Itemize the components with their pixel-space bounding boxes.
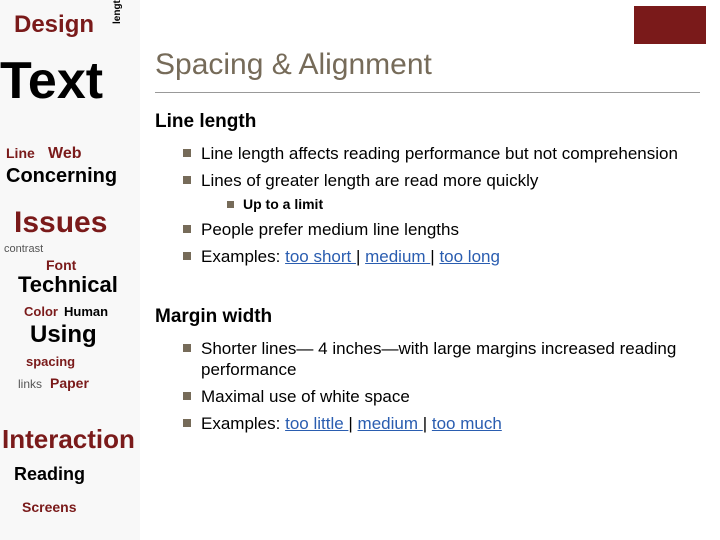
- section-heading-line-length: Line length: [155, 111, 700, 133]
- svg-text:Paper: Paper: [50, 375, 89, 391]
- svg-text:Technical: Technical: [18, 272, 118, 297]
- bullet-list-line-length: Line length affects reading performance …: [183, 143, 700, 268]
- wordcloud-sidebar: Design Text Line Web Concerning Issues contras…: [0, 0, 140, 540]
- svg-text:contrast: contrast: [4, 243, 43, 255]
- sub-bullet-item: Up to a limit: [227, 196, 700, 214]
- separator: |: [348, 414, 357, 433]
- sub-bullet-list: Up to a limit: [227, 196, 700, 214]
- link-too-short[interactable]: too short: [285, 247, 356, 266]
- svg-text:Interaction: Interaction: [2, 424, 135, 454]
- svg-text:Font: Font: [46, 257, 77, 273]
- bullet-item: Examples: too short | medium | too long: [183, 246, 700, 267]
- separator: |: [356, 247, 365, 266]
- bullet-text: Lines of greater length are read more qu…: [201, 171, 538, 190]
- link-too-much[interactable]: too much: [432, 414, 502, 433]
- link-medium[interactable]: medium: [365, 247, 430, 266]
- svg-text:Design: Design: [14, 11, 94, 38]
- bullet-item: Lines of greater length are read more qu…: [183, 170, 700, 213]
- svg-text:Screens: Screens: [22, 499, 77, 515]
- bullet-list-margin-width: Shorter lines— 4 inches—with large margi…: [183, 338, 700, 435]
- bullet-item: People prefer medium line lengths: [183, 219, 700, 240]
- bullet-item: Line length affects reading performance …: [183, 143, 700, 164]
- svg-text:Reading: Reading: [14, 464, 85, 484]
- slide-content: Spacing & Alignment Line length Line len…: [155, 48, 700, 441]
- svg-text:spacing: spacing: [26, 354, 75, 369]
- svg-text:Using: Using: [30, 321, 97, 348]
- examples-prefix: Examples:: [201, 414, 285, 433]
- svg-text:Text: Text: [0, 52, 103, 110]
- accent-box: [634, 6, 706, 44]
- svg-text:Color: Color: [24, 304, 58, 319]
- svg-text:Concerning: Concerning: [6, 165, 117, 187]
- svg-text:Human: Human: [64, 304, 108, 319]
- svg-text:Line: Line: [6, 145, 35, 161]
- slide-title: Spacing & Alignment: [155, 48, 700, 90]
- link-medium[interactable]: medium: [358, 414, 423, 433]
- bullet-item: Examples: too little | medium | too much: [183, 413, 700, 434]
- bullet-item: Shorter lines— 4 inches—with large margi…: [183, 338, 700, 381]
- svg-text:Web: Web: [48, 145, 82, 162]
- link-too-little[interactable]: too little: [285, 414, 348, 433]
- separator: |: [423, 414, 432, 433]
- svg-text:Issues: Issues: [14, 206, 107, 239]
- svg-text:length: length: [112, 0, 123, 24]
- bullet-item: Maximal use of white space: [183, 386, 700, 407]
- title-underline: [155, 92, 700, 93]
- examples-prefix: Examples:: [201, 247, 285, 266]
- section-heading-margin-width: Margin width: [155, 306, 700, 328]
- svg-text:links: links: [18, 377, 42, 391]
- link-too-long[interactable]: too long: [439, 247, 500, 266]
